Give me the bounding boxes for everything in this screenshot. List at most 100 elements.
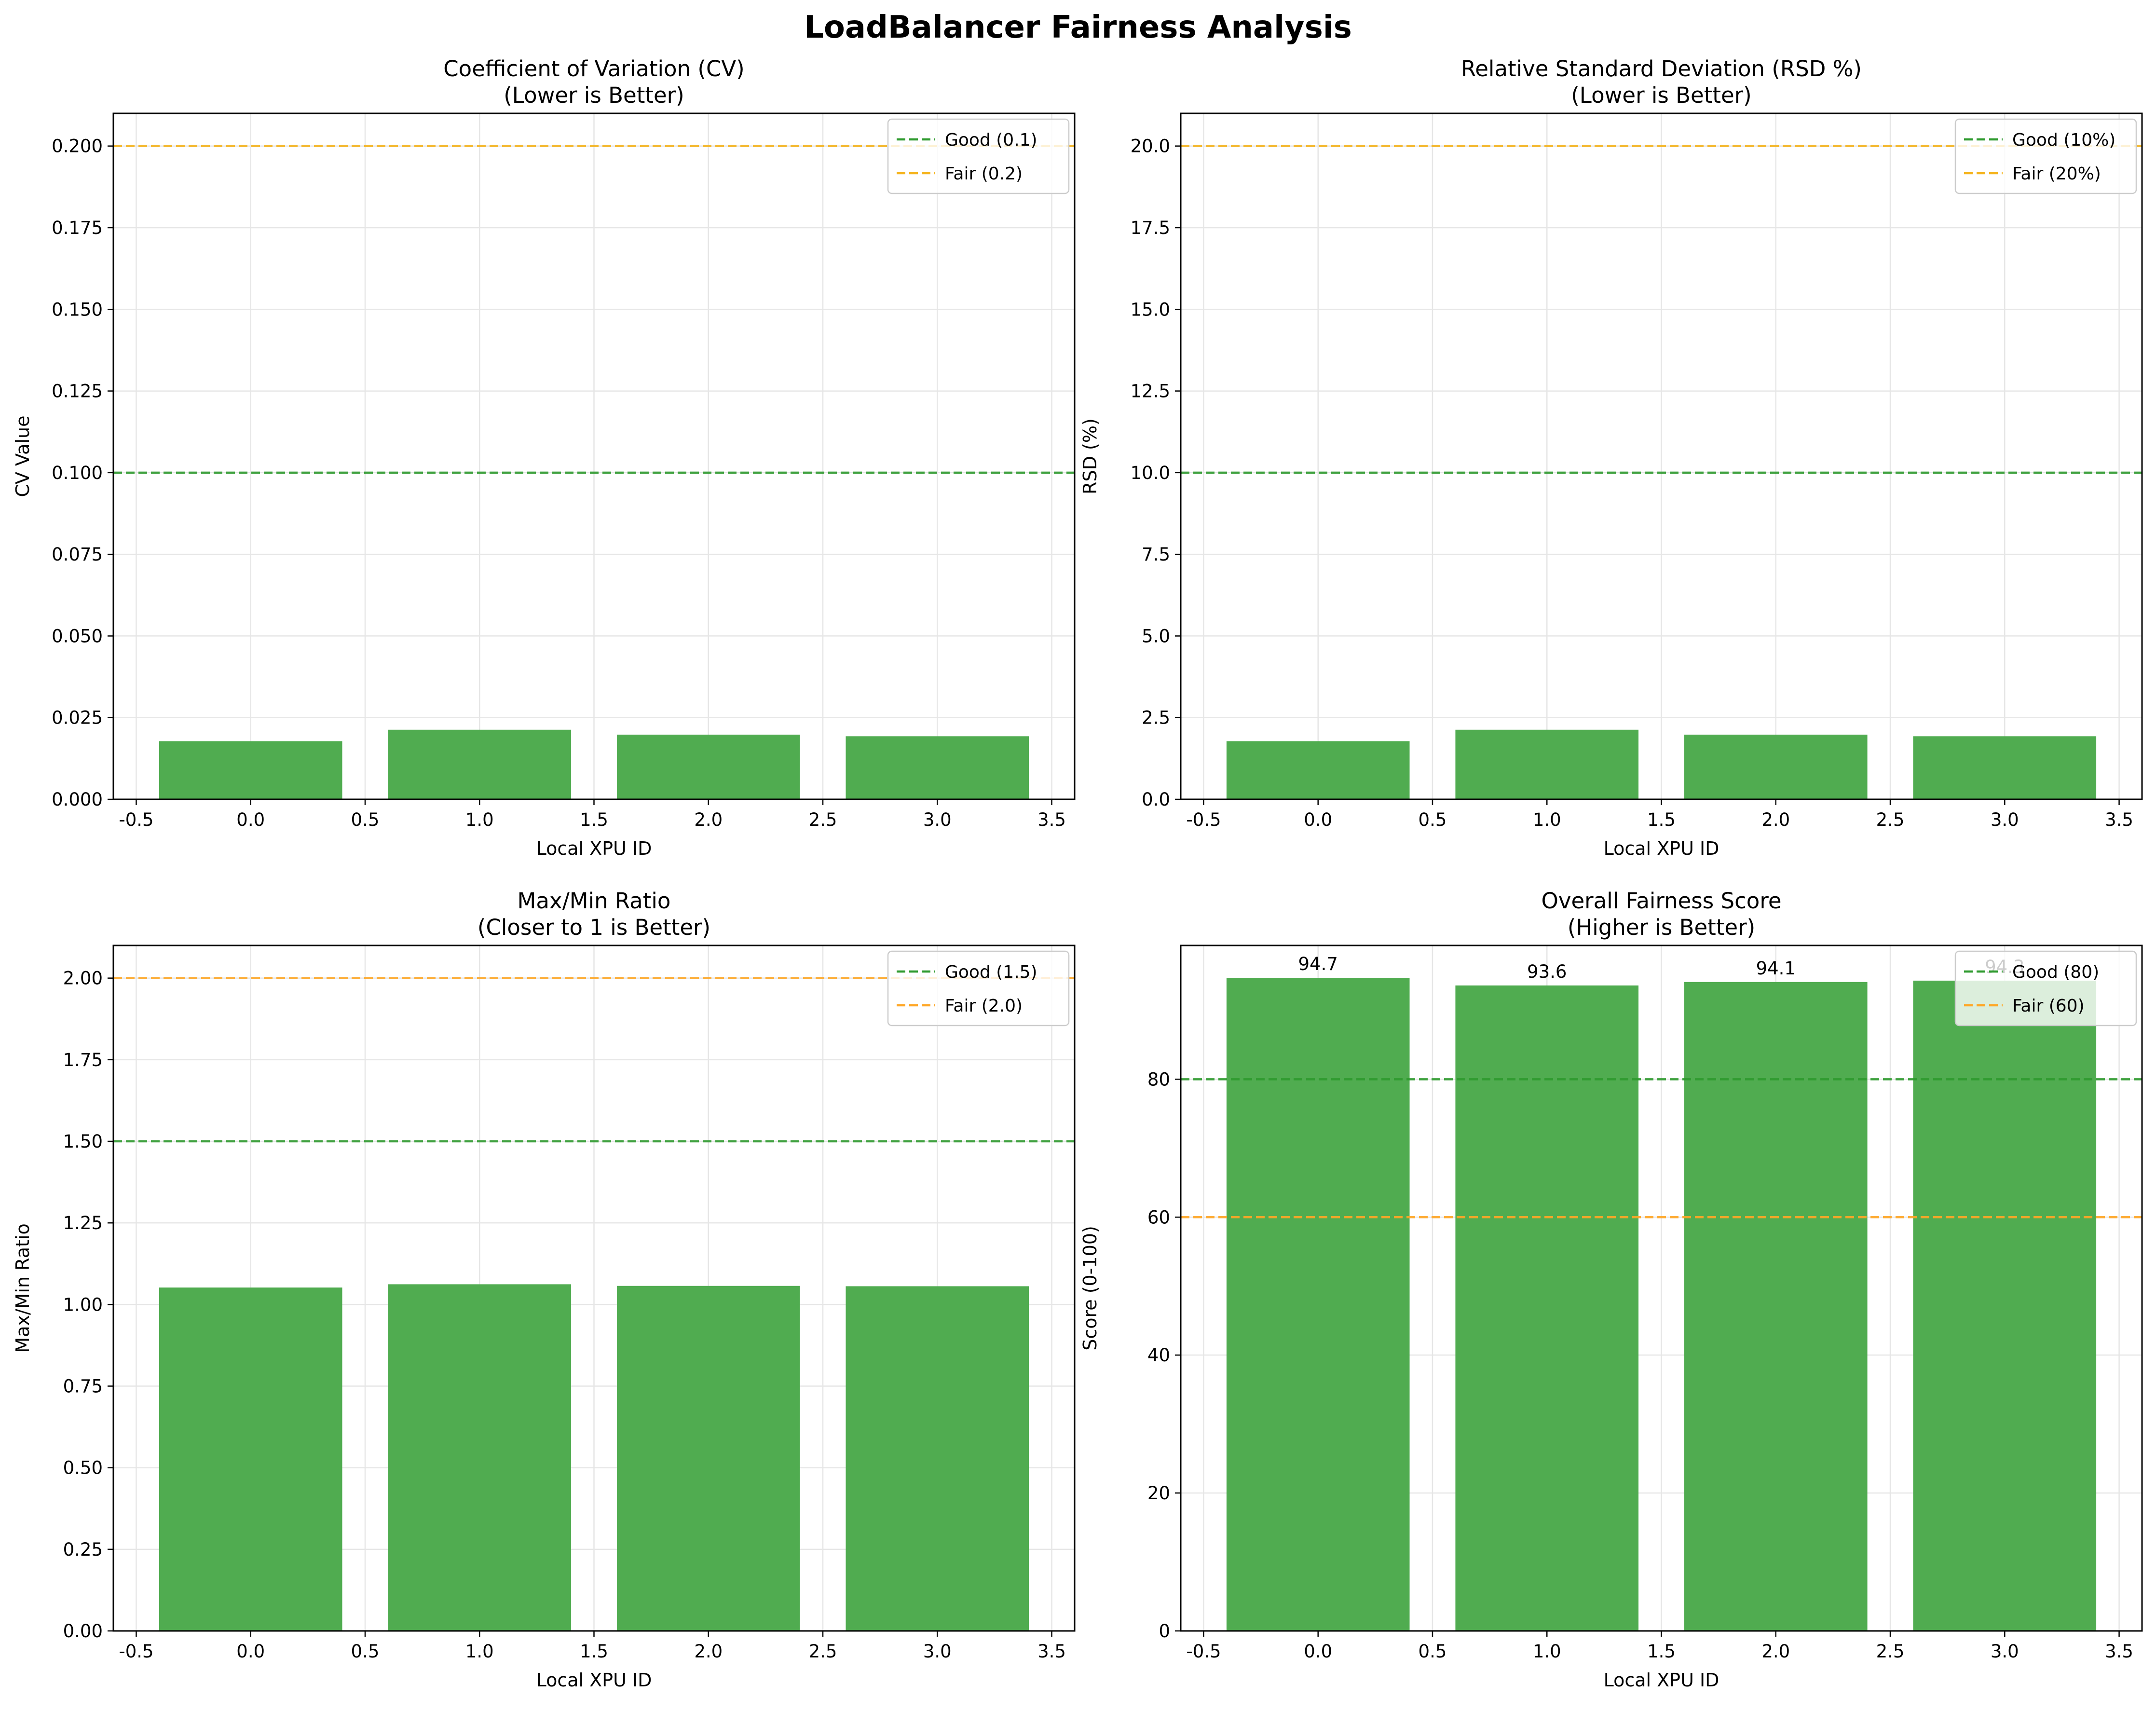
x-tick-label: 2.0	[694, 809, 723, 830]
x-tick-label: 2.0	[1761, 809, 1790, 830]
legend-frame	[887, 950, 1070, 1027]
x-tick-label: 0.0	[236, 1641, 265, 1662]
y-tick-label: 0.50	[63, 1458, 103, 1478]
legend: Good (1.5) Fair (2.0)	[887, 950, 1070, 1027]
x-tick-label: 2.0	[1761, 1641, 1790, 1662]
legend-label: Good (80)	[2012, 962, 2099, 982]
bar	[616, 1286, 800, 1631]
x-tick-label: 3.5	[2105, 1641, 2133, 1662]
bar	[1913, 980, 2097, 1631]
chart-title: Max/Min Ratio	[518, 888, 671, 914]
y-tick-label: 2.5	[1142, 708, 1170, 728]
bar	[159, 1287, 342, 1631]
y-tick-label: 0.200	[52, 136, 103, 157]
y-tick-label: 10.0	[1131, 463, 1170, 483]
x-tick-label: 1.5	[1647, 1641, 1676, 1662]
chart-panel-2: Good (10%) Fair (20%) -0.5 0.0 0.5 1.0 1.5 2.0 2…	[1079, 56, 2143, 859]
legend-label: Good (0.1)	[945, 130, 1037, 150]
x-axis-label: Local XPU ID	[536, 1670, 652, 1691]
bar	[846, 1286, 1029, 1631]
y-tick-label: 17.5	[1131, 218, 1170, 238]
x-tick-label: 0.5	[1419, 1641, 1447, 1662]
legend-label: Fair (0.2)	[945, 164, 1023, 184]
y-tick-label: 15.0	[1131, 299, 1170, 320]
x-tick-label: -0.5	[1186, 809, 1221, 830]
bar	[1684, 734, 1868, 799]
y-tick-label: 1.50	[63, 1131, 103, 1152]
legend-frame	[887, 118, 1070, 194]
x-axis-label: Local XPU ID	[1604, 1670, 1719, 1691]
x-tick-label: -0.5	[1186, 1641, 1221, 1662]
x-tick-label: 1.5	[1647, 809, 1676, 830]
bar-value-label: 94.7	[1298, 954, 1338, 974]
x-tick-label: 1.0	[1533, 809, 1561, 830]
legend-label: Good (10%)	[2012, 130, 2115, 150]
y-axis-label: CV Value	[12, 416, 33, 497]
x-tick-label: 1.5	[580, 809, 608, 830]
x-tick-label: 1.5	[580, 1641, 608, 1662]
x-tick-label: 2.5	[809, 809, 837, 830]
x-tick-label: 0.0	[1304, 809, 1332, 830]
x-tick-label: 2.5	[1876, 809, 1905, 830]
bar	[846, 736, 1029, 799]
y-tick-label: 80	[1147, 1069, 1170, 1090]
x-tick-label: 3.0	[1991, 809, 2019, 830]
bar	[388, 1284, 572, 1631]
bar-value-label: 93.6	[1527, 961, 1567, 982]
bar	[1455, 729, 1639, 799]
x-tick-label: 3.5	[2105, 809, 2133, 830]
bar	[1684, 982, 1868, 1631]
x-tick-label: 1.0	[465, 1641, 494, 1662]
y-tick-label: 0.75	[63, 1376, 103, 1397]
legend: Good (10%) Fair (20%)	[1954, 118, 2137, 194]
y-tick-label: 0.00	[63, 1621, 103, 1642]
y-axis-label: RSD (%)	[1079, 418, 1101, 494]
bar	[1226, 978, 1410, 1631]
x-tick-label: 0.0	[1304, 1641, 1332, 1662]
legend-label: Fair (20%)	[2012, 164, 2101, 184]
chart-title: Relative Standard Deviation (RSD %)	[1461, 56, 1862, 82]
x-tick-label: 3.5	[1037, 1641, 1066, 1662]
y-tick-label: 60	[1147, 1207, 1170, 1228]
chart-subtitle: (Closer to 1 is Better)	[478, 915, 710, 940]
bar	[1455, 985, 1639, 1631]
x-tick-label: 0.5	[351, 809, 380, 830]
y-tick-label: 1.00	[63, 1294, 103, 1315]
chart-subtitle: (Higher is Better)	[1568, 915, 1755, 940]
legend-label: Fair (2.0)	[945, 996, 1023, 1016]
x-tick-label: 0.5	[1419, 809, 1447, 830]
legend: Good (80) Fair (60)	[1954, 950, 2137, 1027]
x-axis-label: Local XPU ID	[536, 838, 652, 859]
bar	[616, 734, 800, 799]
x-tick-label: -0.5	[119, 1641, 153, 1662]
x-tick-label: 2.5	[809, 1641, 837, 1662]
chart-subtitle: (Lower is Better)	[504, 82, 684, 108]
x-tick-label: 3.0	[923, 1641, 952, 1662]
bar	[159, 741, 342, 799]
y-tick-label: 0.100	[52, 463, 103, 483]
chart-subtitle: (Lower is Better)	[1571, 82, 1752, 108]
bar	[388, 729, 572, 799]
legend-frame	[1954, 118, 2137, 194]
chart-panel-4: 94.793.694.194.3Good (80)Fair (60)-0.50.…	[1079, 888, 2143, 1691]
x-tick-label: 2.0	[694, 1641, 723, 1662]
x-tick-label: 1.0	[1533, 1641, 1561, 1662]
x-tick-label: -0.5	[119, 809, 153, 830]
x-tick-label: 2.5	[1876, 1641, 1905, 1662]
y-tick-label: 0.0	[1142, 789, 1170, 810]
figure-title: LoadBalancer Fairness Analysis	[804, 10, 1352, 45]
legend-label: Fair (60)	[2012, 996, 2085, 1016]
y-tick-label: 7.5	[1142, 544, 1170, 565]
legend-label: Good (1.5)	[945, 962, 1037, 982]
y-tick-label: 20	[1147, 1483, 1170, 1504]
x-tick-label: 0.0	[236, 809, 265, 830]
y-tick-label: 12.5	[1131, 381, 1170, 402]
y-tick-label: 0.125	[52, 381, 103, 402]
y-tick-label: 0.175	[52, 218, 103, 238]
y-tick-label: 0	[1159, 1621, 1170, 1642]
x-tick-label: 0.5	[351, 1641, 380, 1662]
y-tick-label: 0.25	[63, 1539, 103, 1560]
bar	[1913, 736, 2097, 799]
